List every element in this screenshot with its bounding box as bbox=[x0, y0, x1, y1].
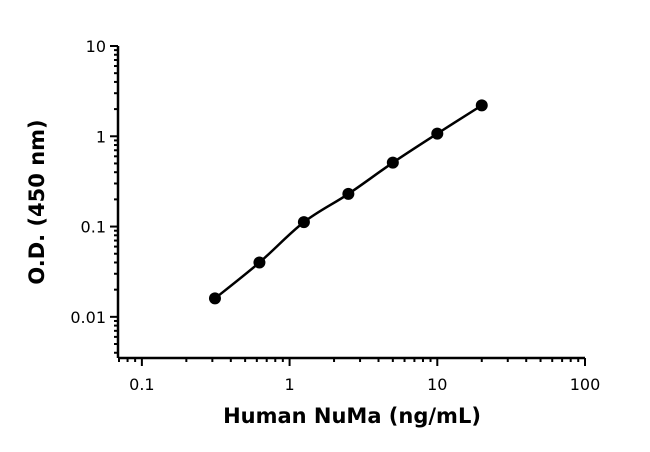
data-point bbox=[386, 156, 399, 169]
data-point bbox=[342, 187, 355, 200]
x-axis: 0.1 1 10 100 bbox=[118, 356, 601, 394]
x-tick-label: 1 bbox=[284, 375, 294, 394]
data-point bbox=[431, 127, 444, 140]
x-tick-label: 10 bbox=[427, 375, 447, 394]
y-axis: 0.01 0.1 1 10 bbox=[70, 37, 120, 358]
plot-area bbox=[208, 99, 488, 305]
y-tick-label: 0.1 bbox=[81, 218, 106, 237]
x-tick-label: 100 bbox=[570, 375, 601, 394]
y-axis-title: O.D. (450 nm) bbox=[25, 119, 49, 284]
data-point bbox=[475, 99, 488, 112]
y-tick-label: 0.01 bbox=[70, 308, 106, 327]
data-point bbox=[208, 292, 221, 305]
x-tick-label: 0.1 bbox=[129, 375, 154, 394]
y-tick-label: 1 bbox=[96, 127, 106, 146]
y-tick-label: 10 bbox=[86, 37, 106, 56]
data-point bbox=[253, 256, 266, 269]
data-point bbox=[297, 216, 310, 229]
x-axis-title: Human NuMa (ng/mL) bbox=[223, 404, 481, 428]
